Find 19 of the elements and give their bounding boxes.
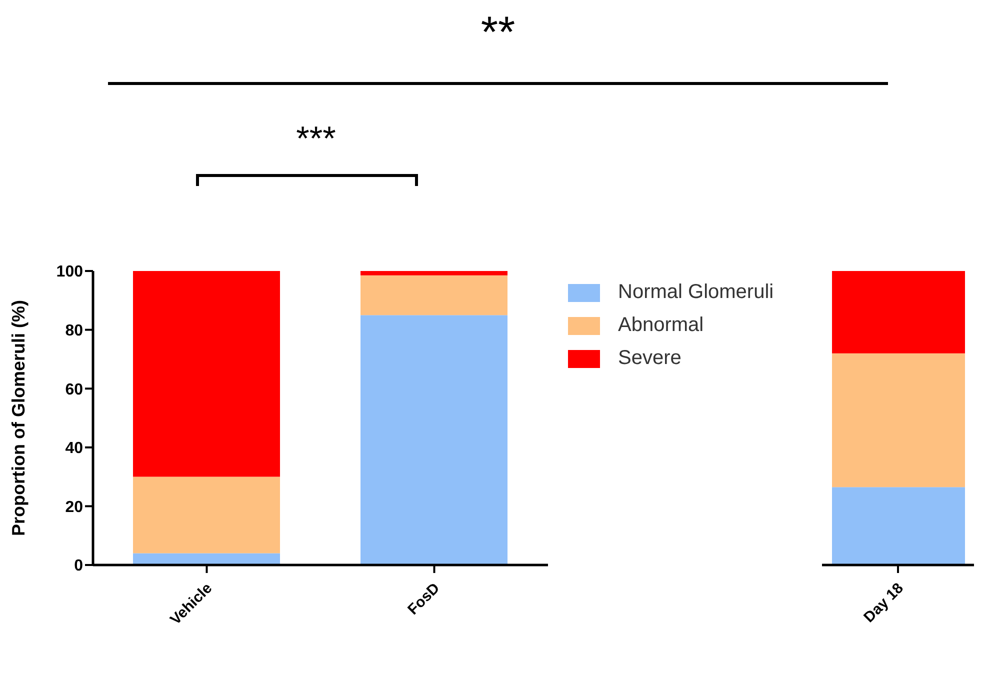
bar	[133, 553, 280, 565]
bar	[360, 271, 508, 276]
bar	[133, 271, 280, 477]
y-tick-label: 80	[65, 322, 84, 340]
text: **	[480, 8, 516, 58]
bar	[133, 476, 280, 554]
legend-label: Abnormal	[618, 314, 704, 337]
y-tick-label: 100	[56, 264, 84, 281]
y-tick-label: 20	[65, 498, 84, 516]
legend-label: Normal Glomeruli	[618, 281, 774, 304]
x-tick-label: Day 18	[860, 580, 907, 626]
legend-label: Severe	[618, 347, 682, 370]
y-axis-title: Proportion of Glomeruli (%)	[8, 300, 28, 536]
y-tick-label: 0	[74, 558, 84, 575]
y-tick-label: 40	[65, 440, 84, 458]
text: ***	[295, 120, 337, 159]
bar	[360, 315, 508, 565]
bar	[360, 275, 508, 316]
y-tick-label: 60	[65, 381, 84, 398]
